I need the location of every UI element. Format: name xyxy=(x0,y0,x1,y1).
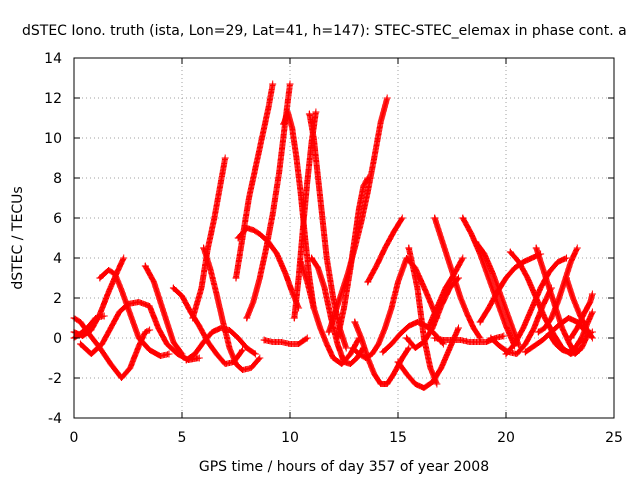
plot-data xyxy=(70,80,596,391)
x-tick-label: 5 xyxy=(178,430,187,446)
y-tick-label: 14 xyxy=(44,51,62,67)
arc-series-19 xyxy=(308,254,367,367)
y-tick-label: 0 xyxy=(53,331,62,347)
x-tick-label: 20 xyxy=(497,430,515,446)
arc-series-33 xyxy=(472,238,523,350)
axis-ticks: 0 5 10 15 20 25 -4 -2 0 2 4 6 8 10 12 14 xyxy=(44,51,623,446)
marker-endpoints xyxy=(534,244,581,336)
y-tick-label: 10 xyxy=(44,131,62,147)
marker-endpoints xyxy=(141,262,186,358)
arc-series-17 xyxy=(305,110,350,352)
marker-endpoints xyxy=(521,328,590,356)
y-tick-label: 2 xyxy=(53,291,62,307)
marker-trail xyxy=(233,82,276,281)
arc-series-22 xyxy=(351,318,413,387)
marker-endpoints xyxy=(364,214,406,286)
arc-series-43 xyxy=(567,290,596,342)
marker-endpoints xyxy=(349,314,441,352)
marker-endpoints xyxy=(351,318,413,352)
arc-series-23 xyxy=(349,255,441,361)
x-tick-label: 0 xyxy=(70,430,79,446)
marker-endpoints xyxy=(403,274,462,342)
arc-series-32 xyxy=(459,214,519,350)
marker-endpoints xyxy=(476,250,545,326)
marker-endpoints xyxy=(96,274,173,358)
marker-endpoints xyxy=(234,234,303,312)
arc-series-14 xyxy=(260,334,311,347)
marker-endpoints xyxy=(487,284,555,342)
marker-endpoints xyxy=(169,284,246,354)
marker-endpoints xyxy=(297,258,363,342)
y-tick-label: 12 xyxy=(44,91,62,107)
arc-series-24 xyxy=(364,214,406,286)
arc-series-26 xyxy=(403,274,462,351)
marker-endpoints xyxy=(334,174,372,342)
marker-endpoints xyxy=(459,214,519,350)
marker-endpoints xyxy=(563,274,596,342)
marker-endpoints xyxy=(243,80,294,322)
marker-trail xyxy=(261,335,310,347)
x-tick-label: 10 xyxy=(281,430,299,446)
y-tick-label: -4 xyxy=(48,411,62,427)
marker-endpoints xyxy=(182,350,259,364)
x-axis-label: GPS time / hours of day 357 of year 2008 xyxy=(199,459,489,475)
marker-trail xyxy=(189,156,228,321)
arc-series-4 xyxy=(77,299,203,363)
arc-series-8 xyxy=(189,154,229,322)
arc-series-13 xyxy=(243,80,294,322)
marker-endpoints xyxy=(532,244,596,336)
marker-endpoints xyxy=(545,308,596,338)
marker-endpoints xyxy=(379,340,447,356)
y-axis-label: dSTEC / TECUs xyxy=(10,186,26,289)
marker-endpoints xyxy=(502,254,570,358)
y-tick-label: 4 xyxy=(53,251,62,267)
arc-series-10 xyxy=(200,244,264,373)
marker-endpoints xyxy=(405,244,441,388)
arc-series-30 xyxy=(431,214,484,342)
marker-endpoints xyxy=(200,244,264,362)
x-tick-label: 15 xyxy=(389,430,407,446)
arc-series-21 xyxy=(334,174,372,342)
arc-series-27 xyxy=(405,244,441,388)
arc-series-6 xyxy=(141,262,186,358)
arc-series-5 xyxy=(96,267,173,359)
marker-endpoints xyxy=(431,332,508,342)
y-tick-label: 8 xyxy=(53,171,62,187)
arc-series-2 xyxy=(70,254,128,339)
marker-endpoints xyxy=(472,238,523,350)
marker-endpoints xyxy=(232,80,277,282)
marker-trail xyxy=(96,267,171,359)
x-tick-label: 25 xyxy=(605,430,623,446)
marker-trail xyxy=(364,216,405,285)
marker-endpoints xyxy=(431,214,484,342)
arc-series-18 xyxy=(297,258,363,367)
marker-endpoints xyxy=(424,254,467,332)
plot-frame xyxy=(73,57,615,419)
y-tick-label: -2 xyxy=(48,371,62,387)
marker-trail xyxy=(431,215,483,340)
marker-endpoints xyxy=(506,248,583,354)
arc-series-11 xyxy=(232,80,277,282)
marker-endpoints xyxy=(280,120,318,312)
marker-endpoints xyxy=(290,108,320,322)
arc-series-31 xyxy=(431,332,508,345)
arc-series-42 xyxy=(563,274,596,342)
marker-trail xyxy=(459,215,518,348)
marker-trail xyxy=(563,275,595,340)
marker-endpoints xyxy=(260,334,311,344)
marker-endpoints xyxy=(394,324,462,366)
marker-endpoints xyxy=(567,290,596,342)
marker-endpoints xyxy=(308,254,367,352)
marker-endpoints xyxy=(305,110,350,352)
arc-series-28 xyxy=(394,324,462,391)
chart-title: dSTEC Iono. truth (ista, Lon=29, Lat=41,… xyxy=(22,23,627,39)
marker-endpoints xyxy=(77,340,203,362)
y-tick-label: 6 xyxy=(53,211,62,227)
marker-endpoints xyxy=(189,154,229,322)
marker-endpoints xyxy=(325,94,391,336)
arc-series-16 xyxy=(290,108,320,322)
